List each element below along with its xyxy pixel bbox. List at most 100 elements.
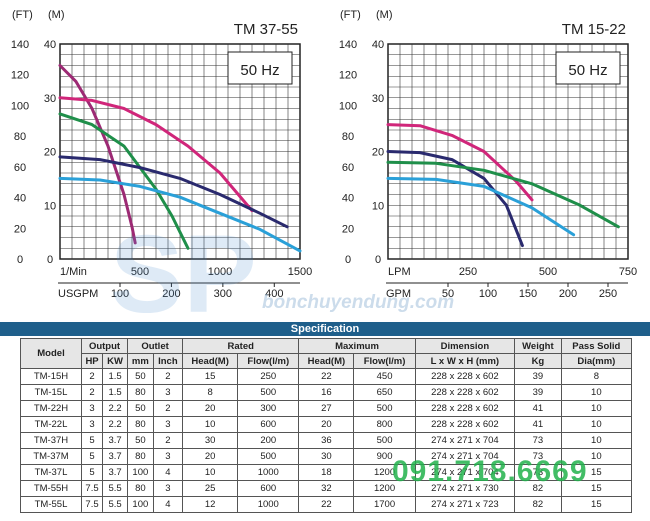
watermark-text: bonchuyendung.com (262, 292, 455, 313)
table-cell: 5 (80, 432, 104, 449)
table-cell: 228 x 228 x 602 (414, 400, 516, 417)
x-tick-label: 1500 (288, 266, 312, 278)
y-right-unit-label: (M) (48, 9, 65, 21)
table-cell: 500 (237, 384, 300, 401)
table-cell: 274 x 271 x 704 (414, 432, 516, 449)
y-tick-label-ft: 60 (14, 162, 26, 174)
table-cell: 10 (182, 464, 239, 481)
table-cell: 20 (298, 416, 355, 433)
table-cell: 80 (127, 384, 154, 401)
table-cell: 250 (237, 368, 300, 385)
specification-bar: Specification (0, 322, 650, 336)
x-tick-label-secondary: 100 (111, 288, 129, 300)
y-tick-label-ft: 120 (11, 70, 29, 82)
table-cell: 3 (80, 416, 104, 433)
table-cell: 228 x 228 x 602 (414, 416, 516, 433)
table-cell: 8 (182, 384, 239, 401)
frequency-label: 50 Hz (568, 62, 607, 79)
table-row: TM-22L 3 2.2 80 3 10 600 20 800 228 x 228 x 602 41… (20, 416, 633, 433)
table-cell: 5 (80, 464, 104, 481)
pump-curve-series-0 (58, 64, 137, 245)
table-cell: 8 (560, 368, 633, 385)
table-cell: TM-37M (20, 448, 82, 465)
table-cell: 36 (298, 432, 355, 449)
table-cell: 228 x 228 x 602 (414, 368, 516, 385)
table-cell: 80 (127, 448, 154, 465)
col-output: Output (80, 338, 129, 354)
y-tick-label-ft: 100 (11, 100, 29, 112)
table-cell: 450 (353, 368, 416, 385)
table-cell: 15 (182, 368, 239, 385)
y-tick-label-m: 40 (44, 39, 56, 51)
table-cell: 274 x 271 x 704 (414, 448, 516, 465)
table-cell: 1700 (353, 496, 416, 513)
y-tick-label-m: 10 (44, 200, 56, 212)
y-tick-label-ft: 140 (11, 39, 29, 51)
table-cell: 4 (152, 464, 184, 481)
table-cell: 50 (127, 368, 154, 385)
col-model: Model (20, 338, 82, 369)
table-cell: 3 (80, 400, 104, 417)
x-tick-label-secondary: 100 (479, 288, 497, 300)
table-cell: 10 (560, 432, 633, 449)
specification-table: Model Output Outlet Rated Maximum Dimens… (20, 338, 633, 513)
table-cell: 18 (298, 464, 355, 481)
table-cell: 10 (182, 416, 239, 433)
y-tick-label-ft: 60 (342, 162, 354, 174)
table-cell: 500 (353, 400, 416, 417)
table-cell: 25 (182, 480, 239, 497)
table-cell: 32 (298, 480, 355, 497)
y-tick-label-ft: 40 (14, 193, 26, 205)
table-cell: 12 (182, 496, 239, 513)
table-cell: 3 (152, 384, 184, 401)
logo-watermark: SP (110, 213, 257, 322)
col-mm: mm (127, 353, 154, 369)
table-cell: 2 (80, 384, 104, 401)
x-tick-label-secondary: 400 (265, 288, 283, 300)
y-tick-label-m: 0 (47, 254, 53, 266)
y-tick-label-ft: 40 (342, 193, 354, 205)
frequency-label: 50 Hz (240, 62, 279, 79)
x-tick-label-secondary: 50 (442, 288, 454, 300)
table-cell: 100 (127, 496, 154, 513)
table-cell: 50 (127, 400, 154, 417)
table-cell: 80 (127, 480, 154, 497)
table-cell: 15 (560, 496, 633, 513)
table-cell: TM-55H (20, 480, 82, 497)
table-cell: 228 x 228 x 602 (414, 384, 516, 401)
table-cell: 2.2 (102, 416, 129, 433)
table-row: TM-37H 5 3.7 50 2 30 200 36 500 274 x 271 x 704 73… (20, 432, 633, 449)
table-cell: 650 (353, 384, 416, 401)
y-tick-label-ft: 0 (17, 254, 23, 266)
table-cell: 22 (298, 368, 355, 385)
table-cell: 2.2 (102, 400, 129, 417)
x-tick-label-secondary: 200 (162, 288, 180, 300)
table-cell: 7.5 (80, 480, 104, 497)
table-cell: 27 (298, 400, 355, 417)
table-cell: 73 (514, 432, 562, 449)
y-tick-label-ft: 20 (342, 223, 354, 235)
table-cell: TM-15H (20, 368, 82, 385)
table-row: TM-55L 7.5 5.5 100 4 12 1000 22 1700 274 x 271 x … (20, 496, 633, 513)
y-tick-label-m: 20 (44, 147, 56, 159)
table-row: TM-37M 5 3.7 80 3 20 500 30 900 274 x 271 x 704 73… (20, 448, 633, 465)
pump-curve-series-1 (58, 96, 254, 213)
table-row: TM-15H 2 1.5 50 2 15 250 22 450 228 x 228 x 602 39… (20, 368, 633, 385)
chart-title: TM 37-55 (234, 21, 298, 38)
table-cell: 10 (560, 384, 633, 401)
x-tick-label: 250 (459, 266, 477, 278)
y-tick-label-ft: 0 (345, 254, 351, 266)
y-tick-label-ft: 140 (339, 39, 357, 51)
y-tick-label-ft: 120 (339, 70, 357, 82)
frequency-box (555, 51, 621, 85)
table-cell: 20 (182, 448, 239, 465)
col-max-head: Head(M) (298, 353, 355, 369)
y-tick-label-m: 30 (372, 93, 384, 105)
table-cell: 80 (127, 416, 154, 433)
x-tick-label-secondary: 200 (559, 288, 577, 300)
col-max-flow: Flow(l/m) (353, 353, 416, 369)
table-cell: 50 (127, 432, 154, 449)
table-cell: 5.5 (102, 480, 129, 497)
y-tick-label-m: 0 (375, 254, 381, 266)
